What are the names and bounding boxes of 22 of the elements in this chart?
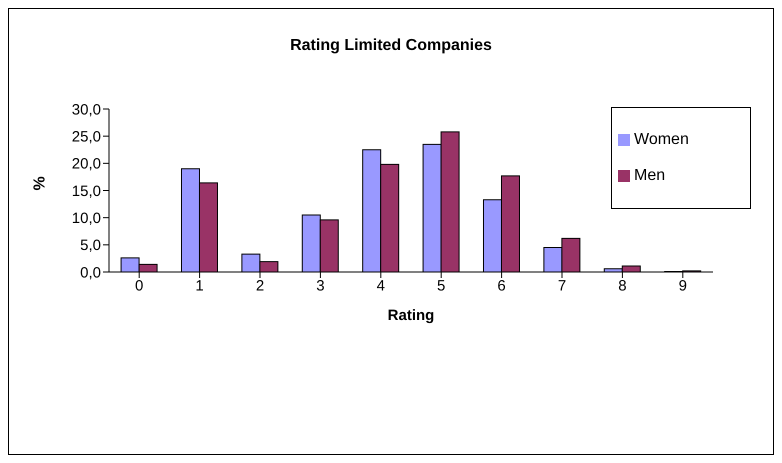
y-tick-label: 15,0 [72,182,101,200]
x-tick-label: 7 [558,278,566,295]
x-tick-label: 8 [618,278,627,295]
y-tick-label: 5,0 [80,237,101,254]
x-tick-label: 2 [256,278,264,295]
y-axis-title: % [32,176,49,190]
y-tick-label: 0,0 [80,264,101,282]
x-tick-label: 6 [497,278,506,295]
y-tick-label: 30,0 [72,101,101,118]
x-tick-label: 5 [437,278,446,295]
x-axis-title: Rating [388,307,434,324]
x-tick-label: 9 [678,278,687,295]
legend-label: Men [634,167,666,184]
legend-label: Women [634,131,689,148]
y-tick-label: 20,0 [72,156,101,173]
x-tick-label: 1 [195,278,204,295]
y-tick-label: 10,0 [72,210,101,227]
x-tick-label: 0 [135,278,144,295]
chart-title: Rating Limited Companies [289,37,493,55]
x-tick-label: 4 [376,278,385,295]
x-tick-label: 3 [316,278,325,295]
y-tick-label: 25,0 [72,128,101,146]
